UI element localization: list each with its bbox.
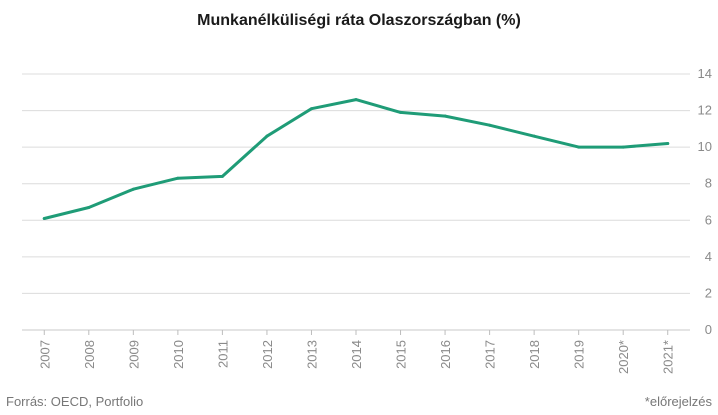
y-tick-label: 14 [698, 66, 712, 81]
y-tick-label: 2 [705, 285, 712, 300]
y-tick-label: 12 [698, 103, 712, 118]
x-tick-label: 2018 [527, 340, 542, 369]
y-tick-label: 4 [705, 249, 712, 264]
y-tick-label: 10 [698, 139, 712, 154]
y-tick-label: 6 [705, 212, 712, 227]
data-point-2010 [176, 176, 180, 180]
data-point-2007 [42, 216, 46, 220]
data-point-2011 [220, 174, 224, 178]
data-point-2009 [131, 187, 135, 191]
x-tick-label: 2012 [260, 340, 275, 369]
source-note: Forrás: OECD, Portfolio [6, 394, 144, 409]
x-tick-label: 2014 [349, 340, 364, 369]
data-point-2016 [443, 114, 447, 118]
data-point-2021* [666, 141, 670, 145]
chart-title: Munkanélküliségi ráta Olaszországban (%) [197, 12, 521, 29]
forecast-note: *előrejelzés [644, 394, 712, 409]
data-point-2015 [399, 110, 403, 114]
x-tick-label: 2020* [616, 340, 631, 374]
x-tick-label: 2011 [215, 340, 230, 368]
x-tick-label: 2015 [394, 340, 409, 369]
gridlines [22, 73, 690, 331]
data-point-2013 [309, 107, 313, 111]
data-point-2018 [532, 134, 536, 138]
x-tick-label: 2016 [438, 340, 453, 369]
x-axis-ticks [43, 330, 669, 335]
x-tick-label: 2013 [304, 340, 319, 369]
x-tick-label: 2017 [483, 340, 498, 369]
data-point-2014 [354, 98, 358, 102]
x-tick-label: 2021* [661, 340, 676, 374]
x-tick-label: 2019 [572, 340, 587, 369]
x-tick-label: 2008 [82, 340, 97, 369]
y-tick-label: 8 [705, 176, 712, 191]
y-tick-label: 0 [705, 322, 712, 337]
x-axis-labels: 2007 2008 2009 2010 2011 2012 2013 2014 2015 2016… [37, 340, 675, 374]
data-point-2020* [621, 145, 625, 149]
data-point-2019 [577, 145, 581, 149]
x-tick-label: 2009 [126, 340, 141, 369]
data-point-2008 [87, 205, 91, 209]
x-tick-label: 2007 [37, 340, 52, 369]
data-point-2012 [265, 134, 269, 138]
data-point-2017 [488, 123, 492, 127]
series-layer [42, 98, 670, 220]
y-axis-labels: 0 2 4 6 8 10 12 14 [698, 66, 712, 337]
series-line [42, 98, 670, 220]
x-tick-label: 2010 [171, 340, 186, 369]
